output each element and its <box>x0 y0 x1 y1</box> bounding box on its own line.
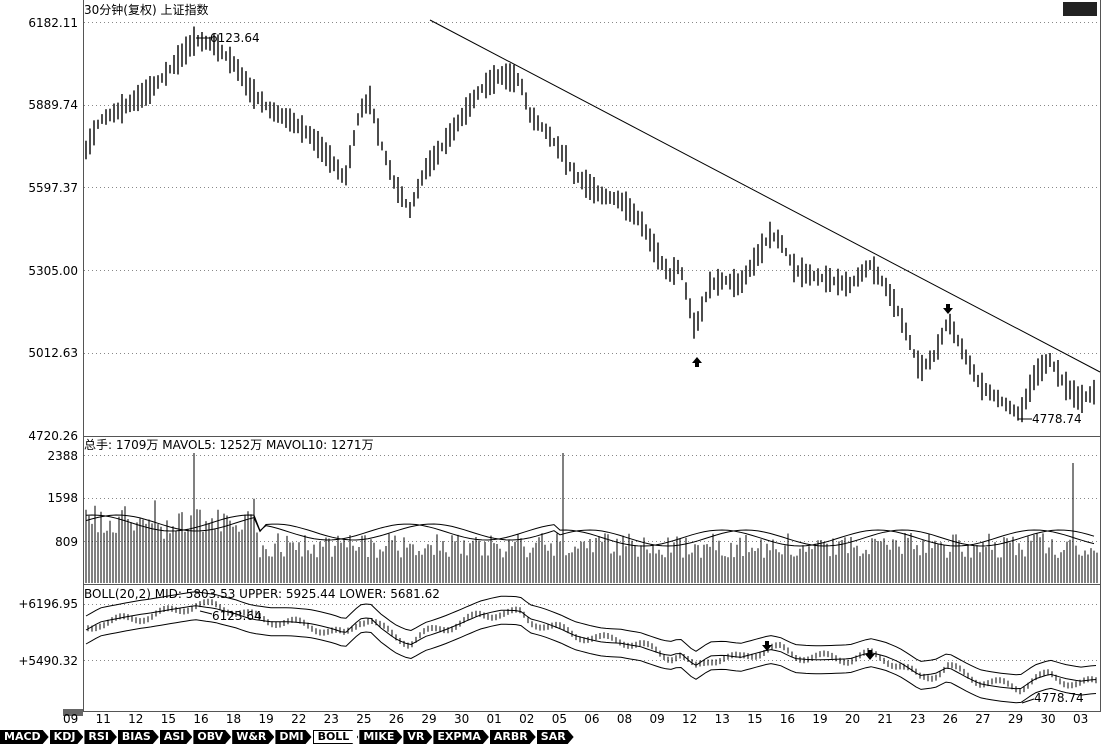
tab-expma[interactable]: EXPMA <box>433 730 489 744</box>
boll-high-label: 6123.64 <box>212 609 262 623</box>
x-axis-label: 29 <box>421 712 437 726</box>
price-axis-label: 5012.63 <box>28 346 78 360</box>
tab-obv[interactable]: OBV <box>193 730 231 744</box>
x-axis-label: 16 <box>193 712 209 726</box>
boll-low-marker <box>1021 698 1035 704</box>
price-bars <box>85 26 1095 423</box>
tab-wr[interactable]: W&R <box>232 730 274 744</box>
down-arrow-icon <box>943 304 953 314</box>
volume-info: 总手: 1709万 MAVOL5: 1252万 MAVOL10: 1271万 <box>84 438 374 452</box>
x-axis-label: 15 <box>160 712 177 726</box>
boll-upper-line <box>85 591 1097 676</box>
boll-info: BOLL(20,2) MID: 5803.53 UPPER: 5925.44 L… <box>84 587 440 601</box>
boll-lower-line <box>85 619 1097 704</box>
tab-macd[interactable]: MACD <box>0 730 49 744</box>
tab-sar[interactable]: SAR <box>537 730 574 744</box>
x-axis-label: 09 <box>63 712 79 726</box>
tab-arbr[interactable]: ARBR <box>490 730 536 744</box>
low-label: 4778.74 <box>1032 412 1082 426</box>
x-axis-label: 22 <box>291 712 307 726</box>
x-axis-label: 23 <box>910 712 926 726</box>
corner-indicator <box>1063 2 1097 16</box>
x-axis-label: 21 <box>877 712 893 726</box>
volume-axis-label: 2388 <box>47 449 78 463</box>
x-axis-label: 03 <box>1073 712 1089 726</box>
price-axis-label: 5889.74 <box>28 98 78 112</box>
tab-vr[interactable]: VR <box>403 730 432 744</box>
x-axis-label: 26 <box>388 712 405 726</box>
x-axis-label: 19 <box>812 712 828 726</box>
x-axis-label: 09 <box>649 712 665 726</box>
indicator-tab-bar: MACD KDJ RSI BIAS ASI OBV W&R DMI BOLL MIKE VR EXPM… <box>0 730 575 744</box>
x-axis-label: 18 <box>225 712 242 726</box>
x-axis-label: 13 <box>714 712 730 726</box>
price-axis-label: 4720.26 <box>28 429 78 443</box>
axis-corner-block <box>63 709 83 716</box>
x-axis-label: 23 <box>323 712 339 726</box>
tab-boll[interactable]: BOLL <box>313 730 359 744</box>
chart-title: 30分钟(复权) 上证指数 <box>84 3 209 17</box>
boll-bands <box>85 591 1097 704</box>
x-axis-label: 05 <box>551 712 567 726</box>
price-axis-label: 5597.37 <box>28 181 78 195</box>
tab-rsi[interactable]: RSI <box>84 730 117 744</box>
high-label: 6123.64 <box>210 31 260 45</box>
tab-kdj[interactable]: KDJ <box>50 730 84 744</box>
x-axis-label: 19 <box>258 712 274 726</box>
x-axis-label: 15 <box>747 712 763 726</box>
tab-dmi[interactable]: DMI <box>275 730 311 744</box>
price-axis-label: 5305.00 <box>28 264 78 278</box>
up-arrow-icon <box>692 357 702 367</box>
boll-axis-label: +5490.32 <box>18 654 78 668</box>
x-axis-label: 11 <box>95 712 111 726</box>
x-axis-label: 30 <box>453 712 470 726</box>
trend-line[interactable] <box>429 19 1101 373</box>
x-axis-label: 16 <box>779 712 796 726</box>
price-axis-label: 6182.11 <box>28 16 78 30</box>
panel-frames <box>83 0 1101 712</box>
boll-axis-label: +6196.95 <box>18 597 78 611</box>
volume-ma-lines <box>85 514 1095 547</box>
volume-ma-line <box>85 514 1095 547</box>
tab-mike[interactable]: MIKE <box>359 730 402 744</box>
volume-axis-label: 1598 <box>47 491 78 505</box>
x-axis-label: 20 <box>844 712 861 726</box>
down-arrow-icon <box>865 650 875 660</box>
x-axis-label: 01 <box>486 712 502 726</box>
x-axis-label: 06 <box>584 712 600 726</box>
volume-axis-label: 809 <box>55 535 78 549</box>
boll-mid-line <box>85 605 1097 690</box>
x-axis-label: 29 <box>1007 712 1024 726</box>
x-axis-label: 30 <box>1040 712 1056 726</box>
x-axis-label: 08 <box>616 712 633 726</box>
boll-low-label: 4778.74 <box>1034 691 1084 705</box>
volume-ma-line <box>85 514 1095 547</box>
boll-high-marker <box>199 610 213 615</box>
down-arrow-icon <box>762 641 772 651</box>
tab-bias[interactable]: BIAS <box>118 730 159 744</box>
x-axis-label: 27 <box>975 712 991 726</box>
x-axis-label: 25 <box>356 712 372 726</box>
x-axis-label: 02 <box>519 712 535 726</box>
x-axis-label: 12 <box>682 712 698 726</box>
volume-bars <box>85 453 1098 583</box>
x-axis-label: 26 <box>942 712 958 726</box>
x-axis-label: 12 <box>128 712 144 726</box>
tab-asi[interactable]: ASI <box>160 730 193 744</box>
